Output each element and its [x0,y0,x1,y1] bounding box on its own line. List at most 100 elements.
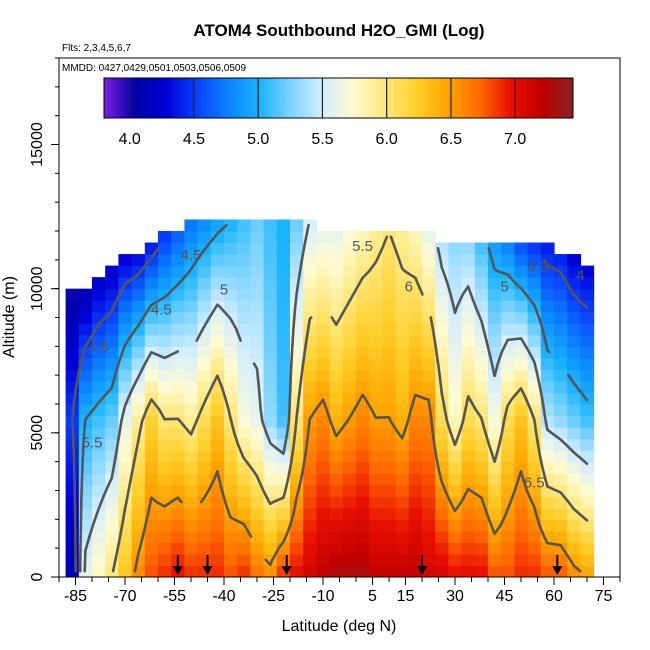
heatmap-cell [171,484,185,497]
heatmap-cell [395,484,410,497]
heatmap-cell [448,473,463,486]
contour-label: 6.5 [524,475,545,492]
heatmap-cell [144,277,159,290]
colorbar-swatch [264,78,269,118]
colorbar-swatch [444,78,449,118]
heatmap-cell [184,484,199,497]
flight-marker [417,555,427,575]
heatmap-cell [197,473,212,486]
heatmap-cell [224,334,238,347]
heatmap-cell [290,530,304,543]
heatmap-cell [461,461,476,474]
heatmap-cell [210,404,225,417]
heatmap-cell [105,461,119,474]
heatmap-cell [329,461,344,474]
colorbar-swatch [518,78,523,118]
heatmap-cell [461,323,476,336]
heatmap-cell [580,438,595,451]
heatmap-cell [105,346,119,359]
heatmap-cell [144,484,159,497]
colorbar-swatch [393,78,398,118]
heatmap-cell [356,357,370,370]
heatmap-cell [408,553,423,567]
heatmap-cell [92,473,106,486]
heatmap-cell [329,323,344,336]
heatmap-cell [422,565,436,577]
heatmap-cell [78,323,93,336]
heatmap-cell [514,507,529,520]
heatmap-cell [224,231,238,244]
heatmap-cell [448,530,463,543]
heatmap-cell [171,461,185,474]
heatmap-cell [131,519,146,532]
heatmap-cell [224,473,238,486]
heatmap-cell [527,450,542,463]
heatmap-cell [171,254,185,267]
heatmap-cell [514,369,529,382]
heatmap-cell [118,265,133,278]
colorbar-swatch [342,78,347,118]
heatmap-cell [527,565,542,577]
heatmap-cell [474,565,489,577]
heatmap-cell [488,484,502,497]
colorbar-swatch [416,78,422,118]
heatmap-cell [184,461,199,474]
heatmap-cell [224,265,238,278]
heatmap-cell [501,438,515,451]
colorbar-swatch [240,78,246,118]
heatmap-cell [422,415,436,428]
heatmap-cell [276,288,291,301]
heatmap-cell [580,427,595,440]
heatmap-cell [224,380,238,394]
heatmap-cell [105,357,119,370]
heatmap-cell [316,473,331,486]
heatmap-cell [395,461,410,474]
heatmap-cell [237,380,251,394]
heatmap-cell [448,461,463,474]
heatmap-cell [290,461,304,474]
flight-marker [281,555,292,575]
heatmap-cell [514,357,529,370]
colorbar-tick-label: 5.0 [247,131,269,148]
heatmap-cell [65,473,80,486]
colorbar-swatch [447,78,453,118]
heatmap-cell [171,369,185,382]
colorbar-swatch [197,78,203,118]
heatmap-cell [250,311,265,324]
heatmap-cell [184,300,199,313]
contour-label: 5 [220,281,228,298]
colorbar-swatch [217,78,222,118]
heatmap-cell [276,507,291,520]
heatmap-cell [395,323,410,336]
heatmap-cell [382,542,397,555]
colorbar-swatch [326,78,332,118]
heatmap-cell [369,565,383,577]
heatmap-cell [369,530,383,543]
heatmap-cell [580,323,595,336]
heatmap-cell [395,369,410,382]
heatmap-cell [316,507,331,520]
heatmap-cell [184,369,199,382]
heatmap-cell [144,265,159,278]
colorbar-swatch [408,78,414,118]
heatmap-cell [92,357,106,370]
heatmap-cell [303,380,317,394]
heatmap-cell [356,300,370,313]
colorbar-swatch [268,78,273,118]
heatmap-cell [474,450,489,463]
contour-label: 5.5 [82,434,103,451]
heatmap-cell [395,242,410,255]
heatmap-cell [316,415,331,428]
colorbar-swatch [533,78,539,118]
colorbar-swatch [490,78,496,118]
colorbar-swatch [275,78,281,118]
heatmap-cell [567,346,581,359]
heatmap-cell [474,254,489,267]
heatmap-cell [567,415,581,428]
heatmap-cell [395,507,410,520]
heatmap-cell [422,311,436,324]
heatmap-cell [395,530,410,543]
heatmap-cell [92,450,106,463]
heatmap-cell [408,484,423,497]
heatmap-cell [263,473,278,486]
